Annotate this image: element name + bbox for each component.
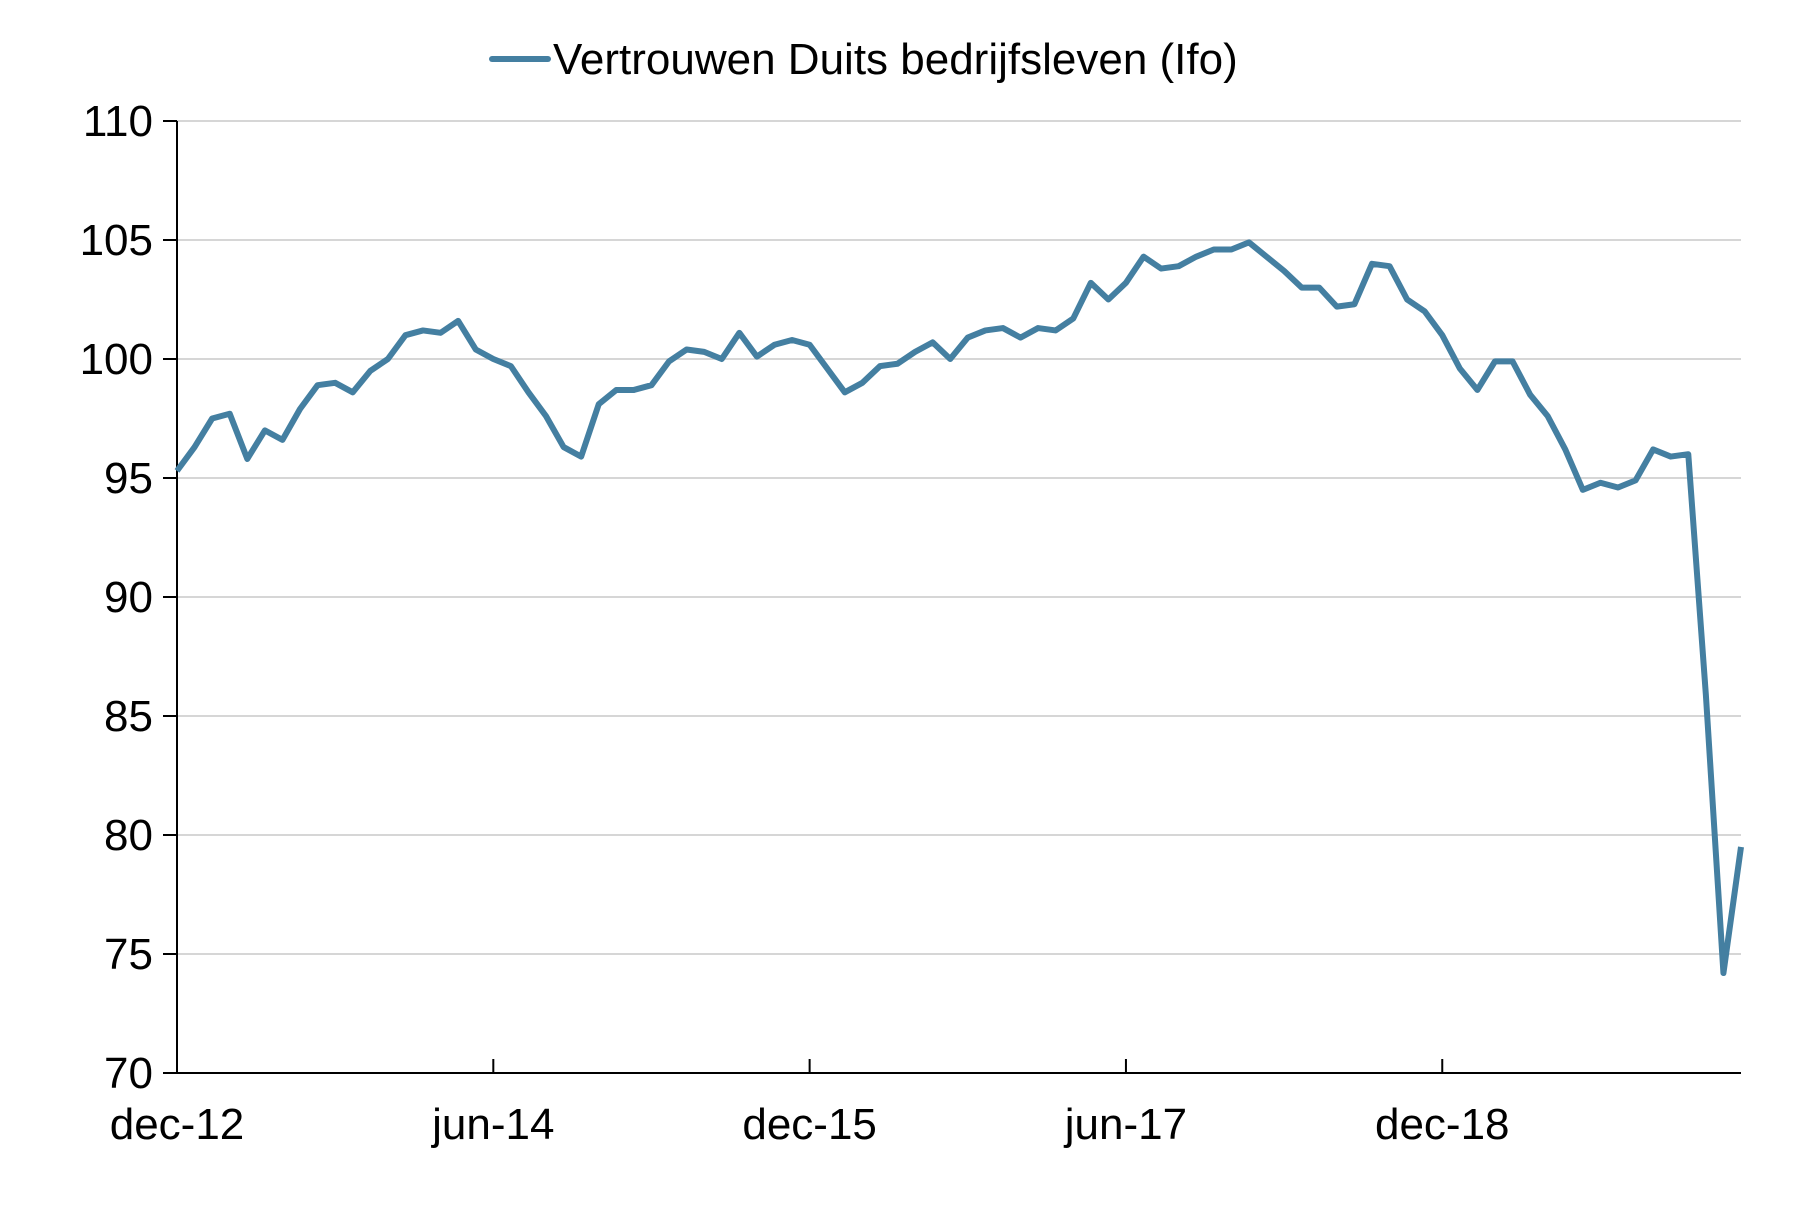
y-tick-label: 85 [104, 692, 153, 741]
series-line-0 [174, 239, 1744, 977]
x-tick-label: dec-12 [110, 1100, 245, 1149]
legend-label-series-0: Vertrouwen Duits bedrijfsleven (Ifo) [553, 35, 1238, 84]
y-tick-label: 95 [104, 454, 153, 503]
y-tick-label: 90 [104, 573, 153, 622]
y-axis: 70 75 80 85 90 95 100 105 110 [80, 97, 178, 1098]
x-tick-label: jun-14 [430, 1100, 554, 1149]
legend: Vertrouwen Duits bedrijfsleven (Ifo) [489, 35, 1238, 84]
y-tick-label: 70 [104, 1049, 153, 1098]
y-tick-label: 80 [104, 811, 153, 860]
y-tick-label: 75 [104, 930, 153, 979]
series-layer [174, 239, 1744, 977]
y-tick-label: 105 [80, 216, 153, 265]
x-axis: dec-12 jun-14 dec-15 jun-17 dec-18 [110, 1059, 1741, 1149]
y-tick-label: 100 [80, 335, 153, 384]
x-tick-label: dec-18 [1375, 1100, 1510, 1149]
x-tick-label: jun-17 [1063, 1100, 1187, 1149]
y-tick-label: 110 [83, 97, 153, 146]
gridlines [177, 120, 1741, 955]
x-tick-label: dec-15 [742, 1100, 877, 1149]
